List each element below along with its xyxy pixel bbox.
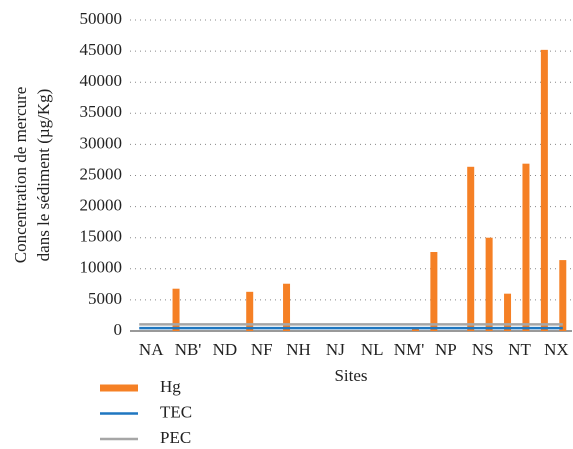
y-tick-label: 0	[114, 320, 123, 339]
bar	[540, 49, 548, 332]
y-tick-label: 5000	[88, 289, 122, 308]
x-tick-label: NB'	[175, 340, 202, 359]
x-tick-label: NM'	[394, 340, 424, 359]
x-tick-label: NF	[251, 340, 273, 359]
y-axis-title: Concentration de mercure	[11, 87, 30, 264]
y-tick-label: 30000	[80, 133, 123, 152]
x-tick-label: NX	[544, 340, 569, 359]
y-tick-label: 25000	[80, 164, 123, 183]
y-axis-title: dans le sédiment (µg/Kg)	[34, 89, 53, 262]
y-tick-label: 40000	[80, 71, 123, 90]
y-tick-label: 10000	[80, 258, 123, 277]
x-tick-label: NL	[361, 340, 384, 359]
legend-label: TEC	[160, 402, 192, 421]
y-tick-label: 35000	[80, 102, 123, 121]
x-tick-label: ND	[213, 340, 238, 359]
bar	[504, 293, 512, 331]
bar	[559, 260, 567, 331]
bar	[467, 166, 475, 331]
y-tick-label: 15000	[80, 227, 123, 246]
bar	[485, 237, 493, 331]
y-tick-label: 20000	[80, 196, 123, 215]
x-tick-label: NT	[508, 340, 531, 359]
x-axis-title: Sites	[334, 366, 367, 385]
x-tick-label: NS	[472, 340, 494, 359]
bar	[522, 163, 530, 331]
bar	[172, 288, 180, 331]
legend-label: Hg	[160, 377, 181, 396]
x-tick-label: NJ	[326, 340, 345, 359]
legend-label: PEC	[160, 428, 191, 447]
x-tick-label: NH	[286, 340, 311, 359]
y-tick-label: 50000	[80, 9, 123, 28]
bar	[283, 283, 291, 331]
x-tick-label: NP	[435, 340, 457, 359]
bar	[430, 252, 438, 331]
bar	[246, 291, 254, 331]
y-tick-label: 45000	[80, 40, 123, 59]
x-tick-label: NA	[139, 340, 164, 359]
